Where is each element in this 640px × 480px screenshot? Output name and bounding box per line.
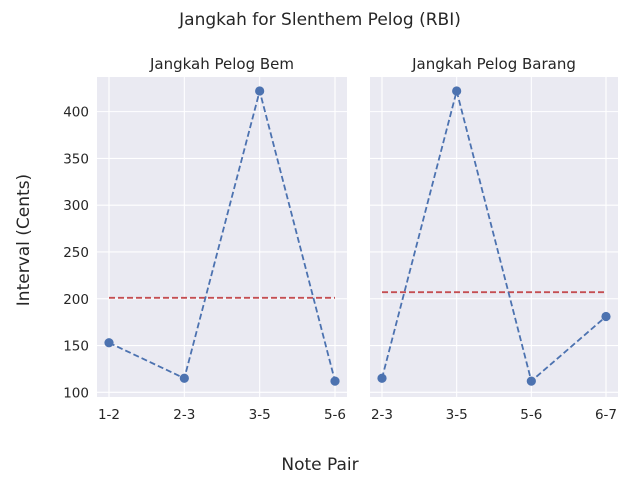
subplot-pelog-barang: Jangkah Pelog Barang 2-3 3-5 5-6 6-7	[370, 55, 618, 423]
data-point	[526, 376, 536, 386]
data-point	[377, 373, 387, 383]
x-tick-label: 3-5	[446, 407, 468, 423]
plot-area	[370, 77, 618, 397]
x-tick-label: 5-6	[324, 407, 346, 423]
data-point	[179, 373, 189, 383]
subplot-title: Jangkah Pelog Barang	[411, 55, 576, 73]
y-tick-label: 400	[63, 105, 89, 121]
data-point	[104, 338, 114, 348]
data-point	[452, 86, 462, 96]
x-tick-label: 1-2	[98, 407, 120, 423]
x-tick-label: 6-7	[595, 407, 617, 423]
data-point	[330, 376, 340, 386]
figure-xlabel: Note Pair	[281, 455, 358, 475]
y-tick-label: 350	[63, 151, 89, 167]
subplot-pelog-bem: Jangkah Pelog Bem 100 150 200 250 300 350 400 1…	[63, 55, 347, 423]
y-tick-label: 300	[63, 198, 89, 214]
y-tick-label: 150	[63, 339, 89, 355]
y-tick-label: 100	[63, 385, 89, 401]
data-point	[601, 311, 611, 322]
series-line	[108, 87, 336, 382]
x-tick-label: 3-5	[249, 407, 271, 423]
x-tick-label: 2-3	[371, 407, 393, 423]
figure-suptitle: Jangkah for Slenthem Pelog (RBI)	[178, 10, 461, 30]
data-point	[255, 86, 265, 96]
y-tick-label: 200	[63, 292, 89, 308]
x-tick-label: 5-6	[520, 407, 542, 423]
figure-ylabel: Interval (Cents)	[14, 174, 34, 306]
series-line	[381, 87, 607, 383]
subplot-title: Jangkah Pelog Bem	[149, 55, 294, 73]
y-tick-label: 250	[63, 245, 89, 261]
x-tick-label: 2-3	[173, 407, 195, 423]
